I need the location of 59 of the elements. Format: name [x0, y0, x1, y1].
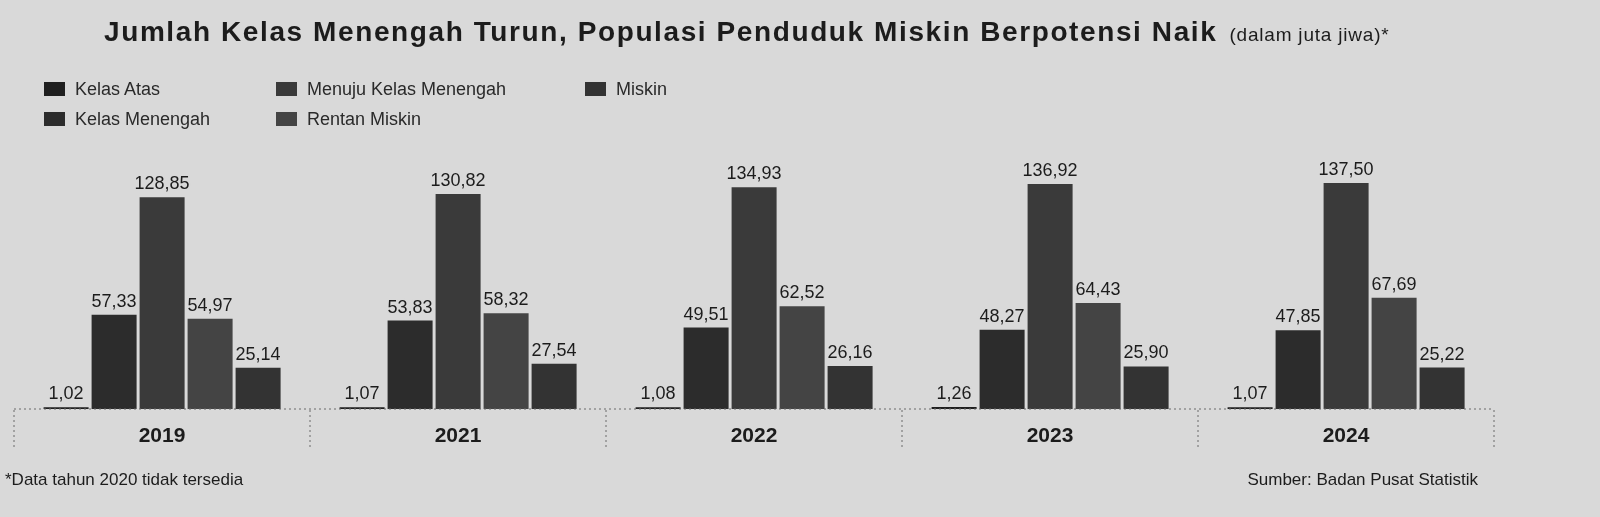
data-label: 25,90	[1123, 342, 1169, 363]
data-label: 25,14	[235, 343, 281, 364]
bar	[827, 366, 873, 409]
bar	[139, 197, 185, 409]
data-label: 25,22	[1419, 343, 1465, 364]
data-label: 64,43	[1075, 279, 1121, 300]
data-label: 1,26	[936, 382, 972, 403]
text: *Data tahun 2020 tidak tersedia	[5, 470, 244, 490]
chart-title: Jumlah Kelas Menengah Turun, Populasi Penduduk Miskin Berpotensi Naik	[104, 16, 1218, 47]
bar	[1275, 330, 1321, 409]
bar	[1075, 303, 1121, 409]
bar	[1371, 297, 1417, 409]
bar	[235, 367, 281, 409]
data-label: 130,82	[430, 169, 486, 190]
data-label: 62,52	[779, 282, 825, 303]
bar	[1419, 367, 1465, 409]
bar	[1123, 366, 1169, 409]
x-tick-label: 2023	[1026, 422, 1074, 446]
bar	[91, 314, 137, 409]
data-label: 48,27	[979, 305, 1025, 326]
x-tick-label: 2019	[138, 422, 186, 446]
chart-subtitle: (dalam juta jiwa)*	[1229, 24, 1390, 45]
data-label: 134,93	[726, 163, 782, 184]
bar	[387, 320, 433, 409]
bar	[731, 187, 777, 409]
bar	[435, 193, 481, 409]
legend-label: Miskin	[616, 78, 668, 100]
bar	[531, 363, 577, 409]
data-label: 26,16	[827, 342, 873, 362]
data-label: 128,85	[134, 173, 190, 194]
data-label: 53,83	[387, 296, 433, 317]
bar	[483, 313, 529, 409]
data-label: 49,51	[683, 303, 729, 324]
data-label: 1,08	[640, 383, 676, 404]
data-label: 58,32	[483, 289, 529, 310]
data-label: 137,50	[1318, 159, 1374, 179]
text: Sumber: Badan Pusat Statistik	[1247, 470, 1478, 490]
data-label: 136,92	[1022, 159, 1078, 180]
legend-label: Kelas Atas	[75, 78, 161, 100]
x-tick-label: 2022	[730, 422, 778, 446]
data-label: 54,97	[187, 294, 233, 315]
data-label: 1,07	[344, 383, 380, 404]
x-tick-label: 2024	[1322, 422, 1370, 446]
legend-label: Kelas Menengah	[75, 108, 211, 130]
bar	[683, 327, 729, 409]
bar	[779, 306, 825, 409]
legend-label: Rentan Miskin	[307, 108, 422, 130]
bar	[187, 318, 233, 409]
bar	[1323, 183, 1369, 409]
data-label: 27,54	[531, 339, 577, 360]
bar	[1027, 183, 1073, 409]
data-label: 57,33	[91, 290, 137, 311]
x-tick-label: 2021	[434, 422, 482, 446]
bar	[979, 329, 1025, 409]
data-label: 1,02	[48, 383, 84, 404]
data-label: 67,69	[1371, 273, 1417, 294]
data-label: 47,85	[1275, 306, 1321, 327]
legend-label: Menuju Kelas Menengah	[307, 78, 507, 100]
data-label: 1,07	[1232, 383, 1268, 404]
